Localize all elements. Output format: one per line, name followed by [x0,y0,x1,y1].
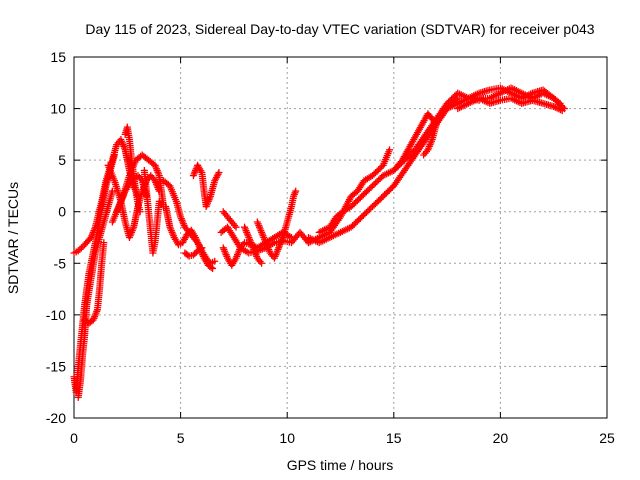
satellite-track [70,151,119,396]
x-tick-label: 15 [386,430,402,446]
x-tick-label: 25 [599,430,615,446]
data-point-marker [76,245,84,253]
data-markers [70,84,568,401]
data-point-marker [420,151,428,159]
data-point-marker [77,244,85,252]
data-point-marker [214,170,222,178]
data-point-marker [232,223,240,231]
grid-lines [74,57,607,418]
satellite-track [241,223,266,267]
data-point-marker [111,151,119,159]
satellite-track [162,203,217,272]
y-tick-label: -10 [46,307,66,323]
satellite-track [181,244,206,260]
satellite-track [390,110,440,174]
plot-frame [73,56,608,419]
satellite-track [305,146,394,247]
data-point-marker [258,259,266,267]
data-point-marker [74,247,82,255]
data-point-marker [100,239,108,247]
data-point-marker [386,146,394,154]
data-point-marker [290,191,298,199]
satellite-track [253,187,300,262]
satellite-track [140,166,163,257]
chart-title: Day 115 of 2023, Sidereal Day-to-day VTE… [85,21,594,37]
x-axis-label: GPS time / hours [287,457,394,473]
y-tick-label: 0 [58,204,66,220]
satellite-track [74,187,116,401]
satellite-track [219,208,240,231]
data-point-marker [556,99,564,107]
y-tick-label: -20 [46,410,66,426]
data-point-marker [108,187,116,195]
satellite-track [108,172,150,226]
data-point-marker [207,263,215,271]
data-point-marker [198,244,206,252]
x-tick-label: 0 [70,430,78,446]
x-tick-label: 10 [279,430,295,446]
x-tick-label: 5 [177,430,185,446]
y-tick-label: 10 [50,101,66,117]
y-tick-label: 15 [50,49,66,65]
satellite-track [189,161,223,211]
data-point-marker [292,187,300,195]
y-tick-label: 5 [58,152,66,168]
satellite-track [81,239,108,327]
axis-ticks: 0 5 10 15 20 25 -20 -15 -10 -5 0 5 10 15 [46,49,615,446]
data-point-marker [196,245,204,253]
data-point-marker [136,208,144,216]
data-point-marker [211,257,219,265]
data-point-marker [558,107,566,115]
x-tick-label: 20 [493,430,509,446]
data-point-marker [215,169,223,177]
data-point-marker [554,98,562,106]
data-point-marker [155,197,163,205]
satellite-track [475,94,566,115]
y-axis-label: SDTVAR / TECUs [5,182,21,294]
data-point-marker [209,264,217,272]
y-tick-label: -5 [54,255,67,271]
y-tick-label: -15 [46,358,66,374]
